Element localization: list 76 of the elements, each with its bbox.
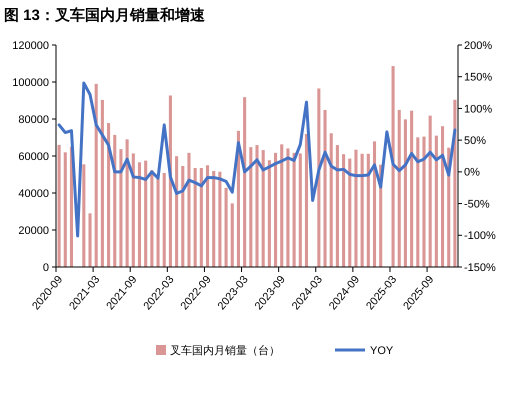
bar [82,164,86,267]
bar [354,150,358,267]
bar [100,100,104,267]
bar [292,152,296,267]
bar [280,144,284,267]
bar [175,156,178,267]
bar [212,170,216,267]
bar [126,139,129,267]
line-series [58,82,456,238]
bar [416,137,420,267]
bar [107,123,110,267]
bar [194,168,197,267]
bar [206,165,210,267]
bar [132,153,135,267]
bar [113,134,116,267]
bar [138,162,142,267]
bar [88,213,92,267]
bar [243,97,246,267]
bar [404,119,407,267]
bar [119,149,122,267]
bar [336,145,339,267]
bar [58,144,61,267]
bar [298,153,302,267]
bar [181,166,184,267]
bar [274,152,278,267]
bar [330,133,333,267]
y-tick-label: 100000 [12,76,49,89]
bar [230,203,234,267]
bar [360,154,364,267]
y-tick-label: 60000 [18,150,49,163]
bar [453,100,456,267]
bar [162,173,166,267]
bar [255,145,259,267]
y2-tick-label: -100% [464,230,496,242]
bar [268,160,271,267]
bar [422,136,426,267]
bar [144,160,148,267]
bar [187,152,191,267]
y-tick-label: 40000 [18,188,49,200]
legend-label: YOY [370,344,394,357]
bar [410,110,414,267]
bar [317,88,320,267]
y2-tick-label: 0% [464,166,480,179]
bar [94,84,98,267]
y2-tick-label: 50% [464,134,486,147]
bar [434,136,438,267]
bar [218,172,222,267]
y-tick-label: 0 [42,262,49,274]
y2-tick-label: 150% [464,72,492,84]
bar [286,148,290,267]
y2-tick-label: -50% [464,198,490,210]
bar [64,152,67,267]
bar [262,150,265,267]
y2-tick-label: -150% [464,262,496,274]
bar [440,126,444,267]
bar [398,110,401,267]
y2-tick-label: 200% [464,40,492,52]
y-tick-label: 120000 [12,40,49,52]
bar [156,178,160,267]
bar [304,134,308,267]
bar [249,147,252,267]
bar [323,110,327,267]
bar [342,154,346,267]
bar [200,168,203,267]
bar [366,154,370,267]
bar [348,158,352,267]
bar [392,66,395,267]
y2-tick-label: 100% [464,103,492,116]
bar [428,116,432,267]
legend-label: 叉车国内月销量（台） [170,344,280,357]
bar [224,188,228,267]
bar [372,141,376,267]
bar [150,170,154,267]
y-tick-label: 20000 [18,224,49,237]
chart-title: 图 13：叉车国内月销量和增速 [4,6,206,24]
y-tick-label: 80000 [18,114,49,126]
